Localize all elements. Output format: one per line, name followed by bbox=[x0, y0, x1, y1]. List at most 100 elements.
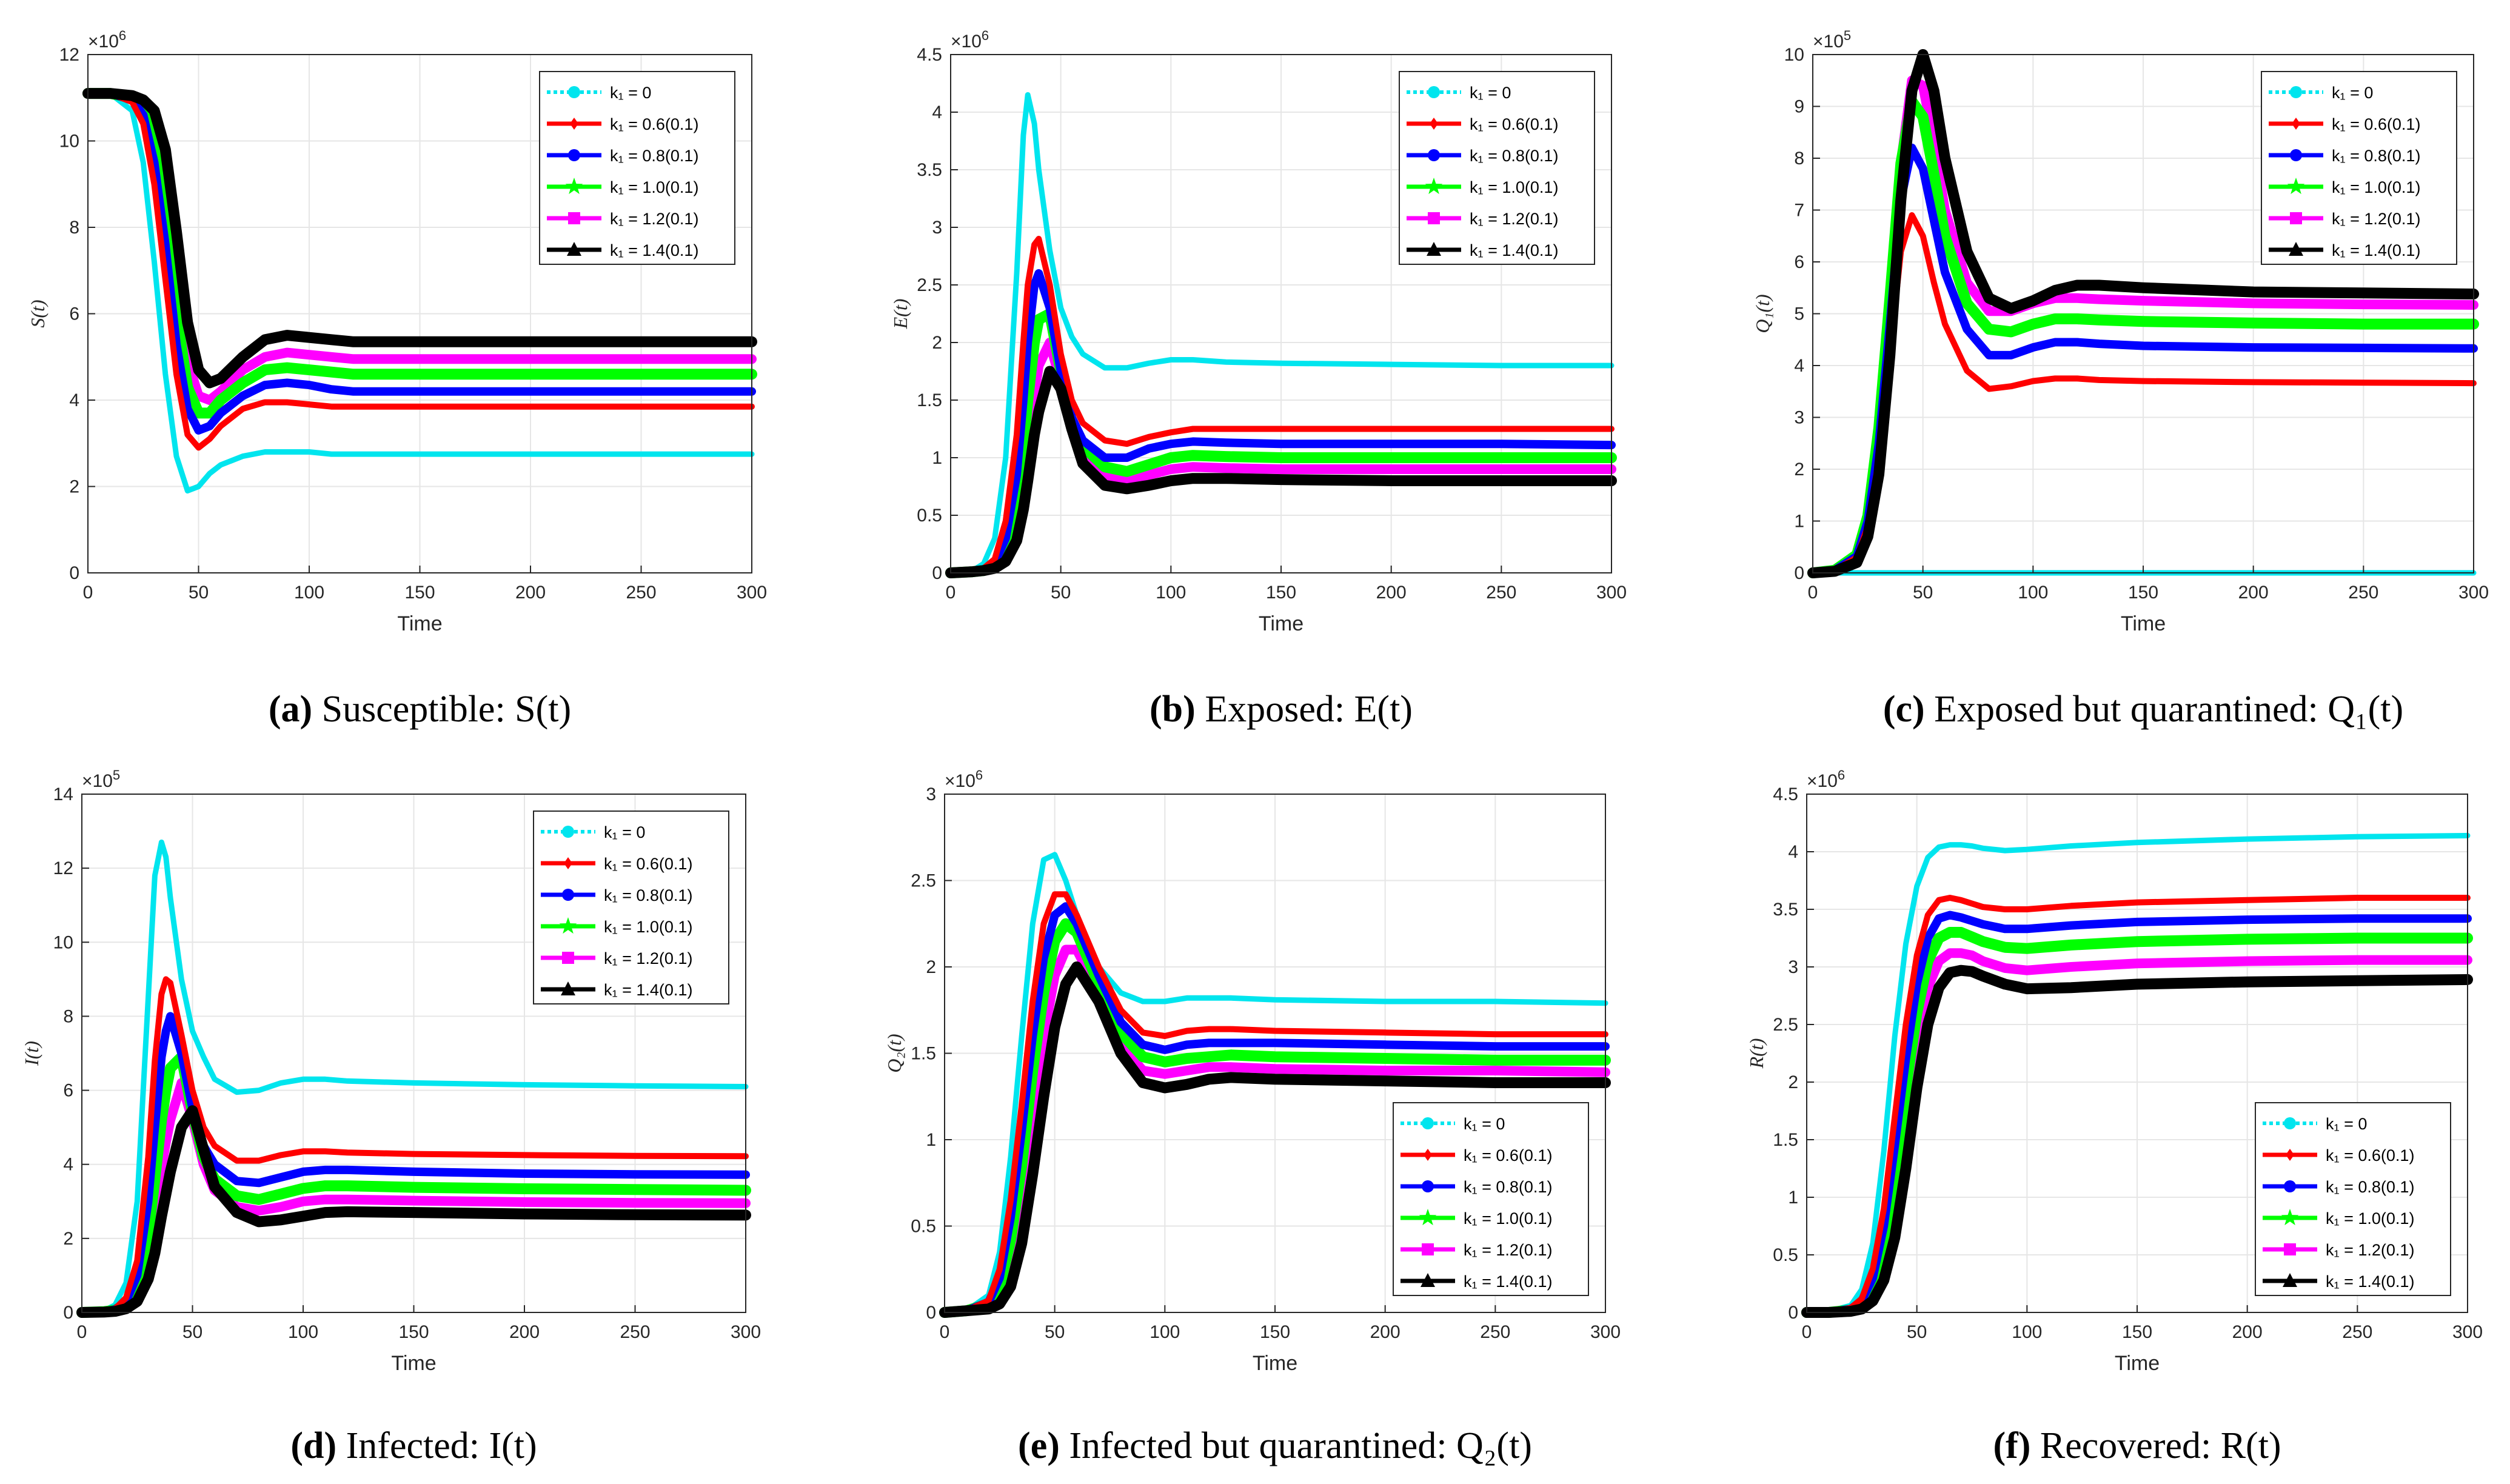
y-tick-label: 4 bbox=[1794, 356, 1804, 376]
series-line-5 bbox=[945, 366, 1617, 578]
panel-caption: (c) Exposed but quarantined: Q₁(t) bbox=[1883, 689, 2403, 730]
y-tick-label: 2 bbox=[63, 1229, 73, 1249]
y-tick-label: 0 bbox=[932, 563, 942, 583]
y-tick-label: 3.5 bbox=[1773, 900, 1798, 920]
legend-label: k₁ = 1.0(0.1) bbox=[1464, 1209, 1552, 1228]
x-tick-label: 0 bbox=[77, 1322, 87, 1342]
axis-exponent: ×106 bbox=[88, 28, 126, 52]
x-axis-label: Time bbox=[397, 612, 442, 635]
x-tick-label: 50 bbox=[189, 583, 209, 603]
legend-label: k₁ = 1.4(0.1) bbox=[604, 981, 692, 999]
legend-label: k₁ = 1.2(0.1) bbox=[2332, 210, 2420, 228]
legend-label: k₁ = 0.8(0.1) bbox=[1464, 1178, 1552, 1196]
x-tick-label: 50 bbox=[1045, 1322, 1065, 1342]
x-axis-label: Time bbox=[391, 1352, 436, 1375]
panel-e: 0 50 100 150 200 250 300 0 0.5 1 1.5 2 2.5 3 ×106 Time Q… bbox=[883, 767, 1621, 1466]
series-line-0 bbox=[1804, 832, 2471, 1315]
legend-marker bbox=[570, 118, 578, 130]
legend: k₁ = 0 k₁ = 0.6(0.1) k₁ = 0.8(0.1) k₁ = 1.0… bbox=[2261, 71, 2457, 265]
legend-box bbox=[2255, 1102, 2451, 1296]
y-tick-label: 12 bbox=[53, 858, 73, 878]
x-tick-label: 100 bbox=[1150, 1322, 1180, 1342]
y-tick-label: 2 bbox=[932, 333, 942, 353]
x-tick-label: 150 bbox=[398, 1322, 429, 1342]
y-tick-label: 9 bbox=[1794, 97, 1804, 117]
legend-marker bbox=[2287, 178, 2305, 195]
legend-label: k₁ = 1.2(0.1) bbox=[2326, 1241, 2414, 1259]
x-axis-label: Time bbox=[1259, 612, 1304, 635]
legend-marker bbox=[2290, 212, 2302, 224]
legend-marker bbox=[2284, 1117, 2296, 1129]
x-axis-label: Time bbox=[2121, 612, 2166, 635]
y-tick-label: 8 bbox=[63, 1006, 73, 1026]
y-tick-label: 4.5 bbox=[917, 45, 942, 65]
legend-marker bbox=[2292, 118, 2300, 130]
y-tick-label: 4 bbox=[932, 102, 942, 122]
x-tick-label: 200 bbox=[1376, 583, 1407, 603]
x-tick-label: 0 bbox=[83, 583, 93, 603]
y-tick-label: 1 bbox=[1788, 1188, 1798, 1208]
legend-box bbox=[1399, 71, 1595, 265]
legend-label: k₁ = 1.4(0.1) bbox=[610, 241, 698, 259]
y-tick-label: 7 bbox=[1794, 201, 1804, 221]
series-line-5 bbox=[1801, 964, 2473, 1318]
series-line-1 bbox=[942, 891, 1608, 1315]
legend-marker bbox=[1419, 1209, 1437, 1226]
legend-marker bbox=[568, 212, 580, 224]
legend-label: k₁ = 1.2(0.1) bbox=[1470, 210, 1558, 228]
legend-marker bbox=[559, 917, 577, 934]
y-tick-label: 3 bbox=[1788, 957, 1798, 977]
panel-d: 0 50 100 150 200 250 300 0 2 4 6 8 10 12 14 ×105 Time I(t… bbox=[21, 767, 761, 1466]
panel-b: 0 50 100 150 200 250 300 0 0.5 1 1.5 2 2.5 3 3.5 4 4.5 ×1… bbox=[889, 28, 1627, 730]
legend-label: k₁ = 1.0(0.1) bbox=[2326, 1209, 2414, 1228]
legend-marker bbox=[1422, 1180, 1434, 1192]
legend-marker bbox=[2289, 242, 2303, 256]
y-tick-label: 4.5 bbox=[1773, 784, 1798, 804]
legend-marker bbox=[565, 178, 583, 195]
legend-box bbox=[533, 811, 729, 1004]
x-tick-label: 200 bbox=[2232, 1322, 2263, 1342]
y-tick-label: 2.5 bbox=[911, 871, 936, 891]
x-tick-label: 250 bbox=[1480, 1322, 1510, 1342]
y-tick-label: 3 bbox=[932, 218, 942, 238]
y-tick-label: 12 bbox=[59, 45, 79, 65]
y-tick-label: 2.5 bbox=[917, 275, 942, 295]
y-tick-label: 2.5 bbox=[1773, 1015, 1798, 1035]
legend-label: k₁ = 0 bbox=[604, 823, 645, 841]
x-tick-label: 300 bbox=[1596, 583, 1627, 603]
legend-marker bbox=[2286, 1149, 2294, 1161]
legend-marker bbox=[564, 857, 572, 869]
x-tick-label: 200 bbox=[515, 583, 546, 603]
x-axis-label: Time bbox=[1253, 1352, 1297, 1375]
legend-label: k₁ = 0.8(0.1) bbox=[604, 886, 692, 904]
legend-label: k₁ = 0.8(0.1) bbox=[2326, 1178, 2414, 1196]
x-tick-label: 150 bbox=[1266, 583, 1296, 603]
legend-marker bbox=[1425, 178, 1443, 195]
x-tick-label: 250 bbox=[2342, 1322, 2372, 1342]
legend-marker bbox=[1421, 1273, 1435, 1287]
legend-label: k₁ = 1.2(0.1) bbox=[604, 949, 692, 968]
y-tick-label: 8 bbox=[69, 218, 79, 238]
x-tick-label: 150 bbox=[1260, 1322, 1290, 1342]
x-tick-label: 200 bbox=[509, 1322, 540, 1342]
panel-c: 0 50 100 150 200 250 300 0 1 2 3 4 5 6 7 8 9 10 ×105 Time Q₁… bbox=[1752, 28, 2489, 730]
legend-label: k₁ = 0.6(0.1) bbox=[604, 855, 692, 873]
legend-label: k₁ = 1.0(0.1) bbox=[1470, 178, 1558, 196]
y-tick-label: 0 bbox=[926, 1303, 936, 1323]
legend-box bbox=[539, 71, 735, 265]
y-tick-label: 0.5 bbox=[917, 506, 942, 526]
legend-marker bbox=[1422, 1117, 1434, 1129]
y-tick-label: 0 bbox=[63, 1303, 73, 1323]
y-tick-label: 6 bbox=[63, 1081, 73, 1101]
panel-caption: (f) Recovered: R(t) bbox=[1993, 1425, 2281, 1466]
axis-exponent: ×105 bbox=[82, 767, 120, 791]
y-tick-label: 2 bbox=[1794, 460, 1804, 480]
panel-caption: (e) Infected but quarantined: Q₂(t) bbox=[1018, 1425, 1532, 1466]
legend-label: k₁ = 0 bbox=[1470, 84, 1511, 102]
legend-label: k₁ = 0.6(0.1) bbox=[1464, 1146, 1552, 1165]
x-tick-label: 300 bbox=[2458, 583, 2489, 603]
y-tick-label: 14 bbox=[53, 784, 73, 804]
y-tick-label: 4 bbox=[63, 1155, 73, 1175]
legend: k₁ = 0 k₁ = 0.6(0.1) k₁ = 0.8(0.1) k₁ = 1.0… bbox=[1393, 1102, 1589, 1296]
panel-f: 0 50 100 150 200 250 300 0 0.5 1 1.5 2 2.5 3 3.5 4 4.5 ×1… bbox=[1745, 767, 2483, 1466]
